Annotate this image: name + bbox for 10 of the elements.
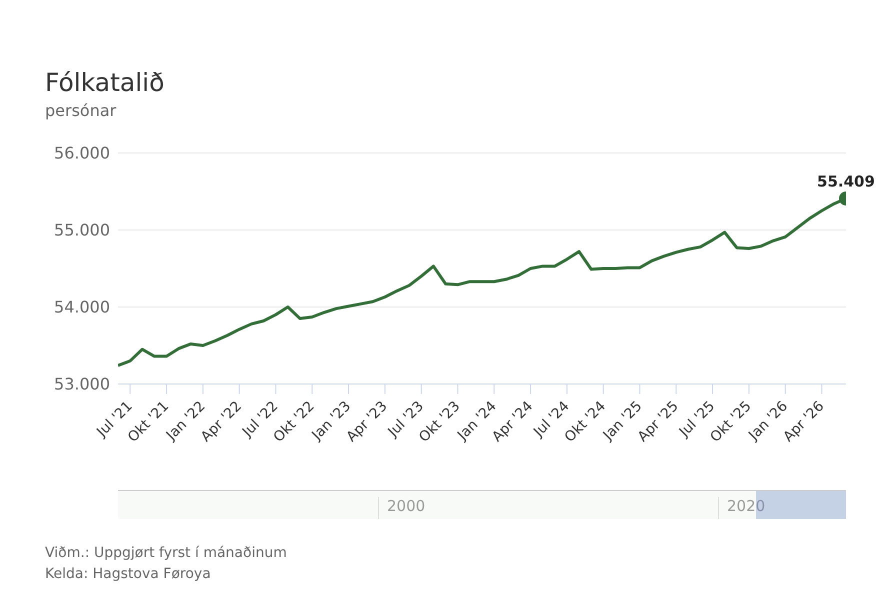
y-tick-label: 55.000	[54, 220, 110, 240]
data-label: 55.409	[817, 172, 875, 191]
chart-title: Fólkatalið	[45, 68, 164, 97]
text: Kelda: Hagstova Føroya	[45, 566, 211, 582]
range-navigator: 2000 2020	[118, 490, 846, 519]
y-tick-label: 56.000	[54, 144, 110, 163]
y-tick-label: 53.000	[54, 374, 110, 394]
text: Viðm.: Uppgjørt fyrst í mánaðinum	[45, 545, 287, 561]
chart-subtitle: persónar	[45, 101, 116, 120]
y-tick-label: 54.000	[54, 298, 110, 317]
